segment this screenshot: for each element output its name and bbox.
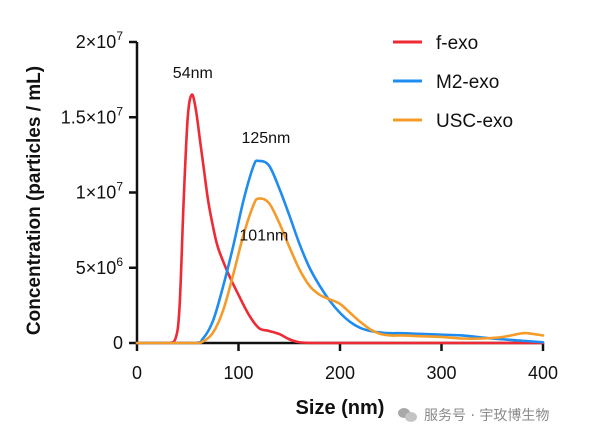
x-axis-title: Size (nm) xyxy=(296,397,385,419)
y-tick-label: 0 xyxy=(113,333,123,353)
wechat-icon xyxy=(398,407,418,423)
legend-label: M2-exo xyxy=(436,72,499,93)
x-tick-label: 400 xyxy=(528,363,558,383)
x-ticks: 0 100 200 300 400 xyxy=(132,343,558,383)
peak-annotation: 54nm xyxy=(173,65,213,82)
y-tick-label: 2×107 xyxy=(76,29,124,52)
y-axis-title: Concentration (particles / mL) xyxy=(24,66,45,335)
watermark-text: 服务号 · 宇玫博生物 xyxy=(424,408,550,424)
annotations: 54nm 125nm 101nm xyxy=(173,65,291,245)
legend-label: USC-exo xyxy=(436,111,513,132)
x-tick-label: 100 xyxy=(223,363,253,383)
x-tick-label: 300 xyxy=(426,363,456,383)
y-axis-title-text: Concentration (particles / mL) xyxy=(24,66,45,335)
series-line-USC-exo xyxy=(135,197,545,345)
y-tick-label: 5×106 xyxy=(76,255,124,278)
series-line-M2-exo xyxy=(135,159,545,345)
y-ticks: 0 5×106 1×107 1.5×107 2×107 xyxy=(61,29,137,353)
x-axis-title-text: Size (nm) xyxy=(296,397,385,419)
watermark: 服务号 · 宇玫博生物 xyxy=(398,402,549,428)
peak-annotation: 101nm xyxy=(239,228,288,245)
legend-label: f-exo xyxy=(436,33,478,54)
series-lines xyxy=(135,93,545,345)
legend: f-exo M2-exo USC-exo xyxy=(393,33,513,132)
x-tick-label: 200 xyxy=(325,363,355,383)
x-tick-label: 0 xyxy=(132,363,142,383)
y-tick-label: 1.5×107 xyxy=(61,104,124,127)
y-tick-label: 1×107 xyxy=(76,180,124,203)
peak-annotation: 125nm xyxy=(241,130,290,147)
series-line-f-exo xyxy=(135,93,545,345)
